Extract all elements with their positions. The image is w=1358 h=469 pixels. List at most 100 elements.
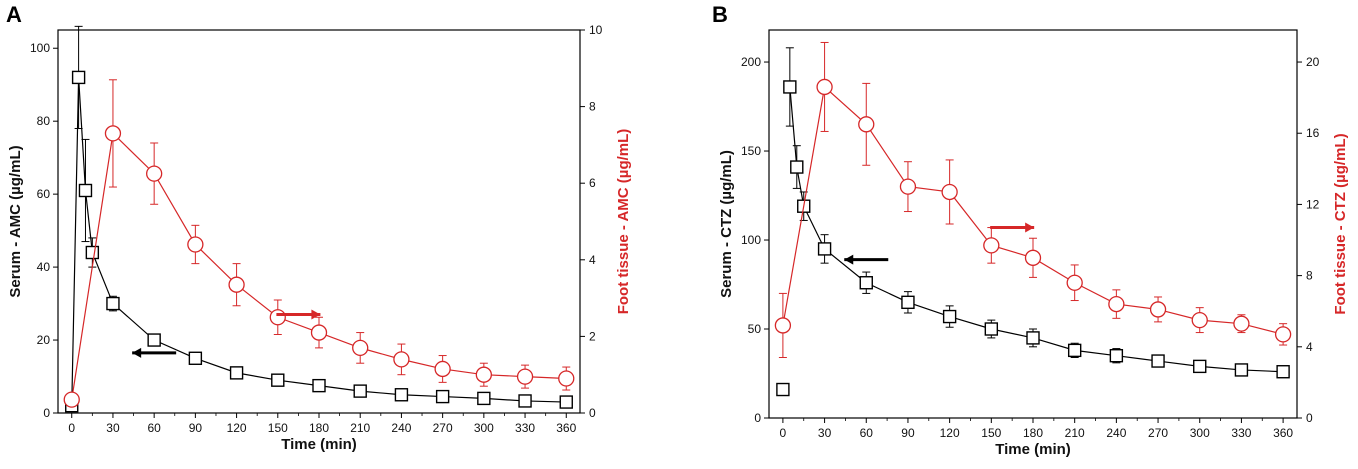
data-point xyxy=(477,391,491,406)
data-point xyxy=(312,378,326,393)
data-point xyxy=(1274,326,1292,343)
data-point xyxy=(817,242,832,256)
data-point xyxy=(816,78,833,96)
data-point xyxy=(78,183,93,198)
y2-axis-title: Foot tissue - AMC (µg/mL) xyxy=(615,129,632,315)
arrow-head-icon xyxy=(132,347,142,358)
y-tick-label: 100 xyxy=(30,41,50,55)
y2-tick-label: 10 xyxy=(589,23,603,37)
x-tick-label: 60 xyxy=(860,426,874,440)
data-point xyxy=(1193,359,1207,374)
x-tick-label: 150 xyxy=(981,426,1001,440)
data-point xyxy=(1067,343,1082,358)
y-axis-title: Serum - AMC (µg/mL) xyxy=(7,145,24,297)
data-point xyxy=(352,339,369,357)
x-tick-label: 90 xyxy=(189,421,203,435)
data-point xyxy=(1151,354,1165,368)
series-line xyxy=(71,132,567,400)
chart-panel-a: A0 30 60 90 120 150 180 210 240 270 300 330 36002040… xyxy=(6,2,632,453)
y-tick-label: 150 xyxy=(741,144,761,158)
data-point xyxy=(269,309,286,326)
data-point xyxy=(558,370,575,387)
y2-axis-title: Foot tissue - CTZ (µg/mL) xyxy=(1332,133,1349,314)
y-tick-label: 200 xyxy=(741,55,761,69)
data-point xyxy=(774,317,792,334)
data-point xyxy=(228,276,245,293)
x-tick-label: 330 xyxy=(515,421,535,435)
x-tick-label: 240 xyxy=(391,421,411,435)
data-point xyxy=(63,391,80,408)
y-tick-label: 60 xyxy=(37,187,51,201)
x-tick-label: 30 xyxy=(106,421,120,435)
data-point xyxy=(188,351,203,365)
x-axis-title: Time (min) xyxy=(995,441,1071,458)
series-serum xyxy=(776,47,1290,397)
data-point xyxy=(475,366,492,383)
data-point xyxy=(435,389,450,404)
arrow-head-icon xyxy=(844,254,854,265)
x-tick-label: 60 xyxy=(147,421,161,435)
data-point xyxy=(983,237,1000,254)
x-tick-label: 210 xyxy=(1065,426,1085,440)
x-tick-label: 270 xyxy=(433,421,453,435)
y-tick-label: 50 xyxy=(748,322,762,336)
y-tick-label: 0 xyxy=(754,411,761,425)
data-point xyxy=(859,276,873,290)
data-point xyxy=(899,178,917,195)
data-point xyxy=(1233,315,1250,332)
y2-tick-label: 8 xyxy=(589,100,596,114)
y-tick-label: 40 xyxy=(37,260,51,274)
plot-frame xyxy=(57,29,581,414)
y-tick-label: 0 xyxy=(43,406,50,420)
data-point xyxy=(147,333,161,347)
x-tick-label: 0 xyxy=(68,421,75,435)
data-point xyxy=(104,125,122,142)
y-tick-label: 100 xyxy=(741,233,761,247)
data-point xyxy=(1191,311,1208,329)
x-tick-label: 90 xyxy=(901,426,915,440)
x-tick-label: 300 xyxy=(474,421,494,435)
x-tick-label: 180 xyxy=(309,421,329,435)
data-point xyxy=(901,295,915,310)
data-point xyxy=(393,351,410,368)
y2-tick-label: 12 xyxy=(1306,197,1320,211)
x-tick-label: 240 xyxy=(1106,426,1126,440)
panel-letter: A xyxy=(6,2,22,27)
data-point xyxy=(85,245,100,260)
x-tick-label: 360 xyxy=(556,421,576,435)
data-point xyxy=(783,80,797,94)
panel-letter: B xyxy=(712,2,728,27)
y2-tick-label: 0 xyxy=(1306,411,1313,425)
series-line xyxy=(782,85,1284,335)
y2-tick-label: 16 xyxy=(1306,126,1320,140)
data-point xyxy=(790,160,804,174)
x-tick-label: 270 xyxy=(1148,426,1168,440)
data-point xyxy=(310,324,328,341)
x-tick-label: 150 xyxy=(268,421,288,435)
chart-panel-b: B0 30 60 90 120 150 180 210 240 270 300 330 36005010… xyxy=(712,2,1349,458)
y2-tick-label: 20 xyxy=(1306,55,1320,69)
y-tick-label: 80 xyxy=(37,114,51,128)
data-point xyxy=(858,116,875,133)
data-point xyxy=(71,70,86,85)
data-point xyxy=(518,394,532,408)
data-point xyxy=(146,165,163,182)
data-point xyxy=(1276,365,1290,379)
series-foot-tissue xyxy=(63,79,575,408)
data-point xyxy=(516,368,534,385)
x-tick-label: 210 xyxy=(350,421,370,435)
data-point xyxy=(1026,331,1040,345)
y-tick-label: 20 xyxy=(37,333,51,347)
plot-frame xyxy=(768,29,1298,419)
arrow-head-icon xyxy=(311,309,321,320)
data-point xyxy=(1109,349,1124,363)
y2-tick-label: 4 xyxy=(589,253,596,267)
arrow-head-icon xyxy=(1025,222,1035,233)
x-axis-title: Time (min) xyxy=(281,436,357,453)
data-point xyxy=(187,236,204,253)
series-line xyxy=(71,77,567,406)
y2-tick-label: 6 xyxy=(589,176,596,190)
series-serum xyxy=(65,25,573,413)
data-point xyxy=(1108,295,1125,313)
